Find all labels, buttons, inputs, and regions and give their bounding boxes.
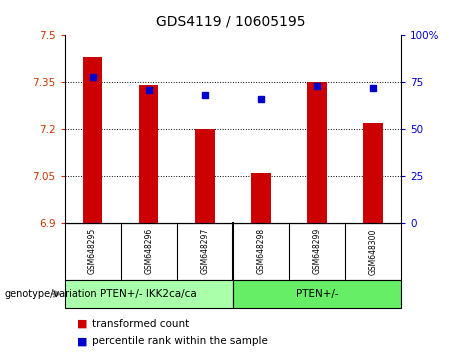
Bar bbox=[83, 57, 102, 223]
Text: GSM648297: GSM648297 bbox=[200, 228, 209, 274]
Text: GSM648298: GSM648298 bbox=[256, 228, 266, 274]
Text: PTEN+/-: PTEN+/- bbox=[296, 289, 338, 299]
Bar bbox=[251, 173, 271, 223]
Text: ■: ■ bbox=[77, 319, 88, 329]
Text: GSM648300: GSM648300 bbox=[368, 228, 378, 275]
Text: GSM648296: GSM648296 bbox=[144, 228, 153, 274]
Text: genotype/variation: genotype/variation bbox=[5, 289, 97, 299]
Bar bbox=[233, 280, 401, 308]
Bar bbox=[195, 129, 214, 223]
Bar bbox=[307, 82, 327, 223]
Text: percentile rank within the sample: percentile rank within the sample bbox=[92, 336, 268, 346]
Text: transformed count: transformed count bbox=[92, 319, 189, 329]
Text: GSM648295: GSM648295 bbox=[88, 228, 97, 274]
Text: ■: ■ bbox=[77, 336, 88, 346]
Bar bbox=[65, 280, 233, 308]
Text: GSM648299: GSM648299 bbox=[313, 228, 321, 274]
Text: GDS4119 / 10605195: GDS4119 / 10605195 bbox=[156, 14, 305, 28]
Bar bbox=[363, 123, 383, 223]
Bar bbox=[139, 85, 159, 223]
Text: PTEN+/- IKK2ca/ca: PTEN+/- IKK2ca/ca bbox=[100, 289, 197, 299]
